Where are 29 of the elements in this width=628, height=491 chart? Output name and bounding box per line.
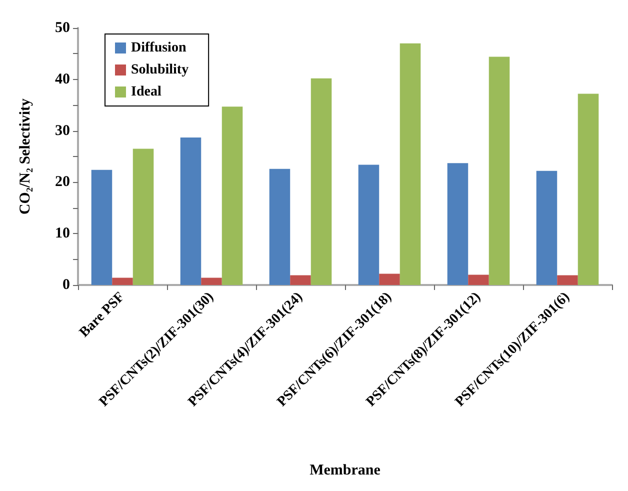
bar xyxy=(358,164,380,285)
legend-label: Ideal xyxy=(131,84,162,100)
bar xyxy=(269,168,290,285)
bar xyxy=(222,106,243,285)
bar xyxy=(488,56,510,285)
bar xyxy=(91,170,112,285)
bar xyxy=(400,43,421,285)
legend-label: Solubility xyxy=(131,62,189,78)
bar xyxy=(290,275,311,285)
bar xyxy=(578,94,599,285)
bar xyxy=(447,163,468,285)
y-tick-label: 10 xyxy=(55,226,70,242)
bar xyxy=(557,275,578,285)
bar xyxy=(112,278,133,285)
legend-label: Diffusion xyxy=(131,40,186,56)
y-tick-label: 40 xyxy=(55,71,70,88)
bar xyxy=(310,78,332,285)
bar xyxy=(536,170,558,285)
y-tick-label: 30 xyxy=(55,122,70,139)
bar xyxy=(201,278,222,285)
bar xyxy=(468,274,489,285)
y-tick-label: 0 xyxy=(62,277,70,293)
bar xyxy=(180,137,202,285)
bar xyxy=(132,148,154,285)
y-axis-title: CO₂/N₂ Selectivity xyxy=(18,98,34,215)
y-tick-label: 20 xyxy=(55,174,70,190)
x-axis-title: Membrane xyxy=(310,462,381,478)
y-tick-label: 50 xyxy=(55,20,70,36)
bar xyxy=(379,274,400,285)
